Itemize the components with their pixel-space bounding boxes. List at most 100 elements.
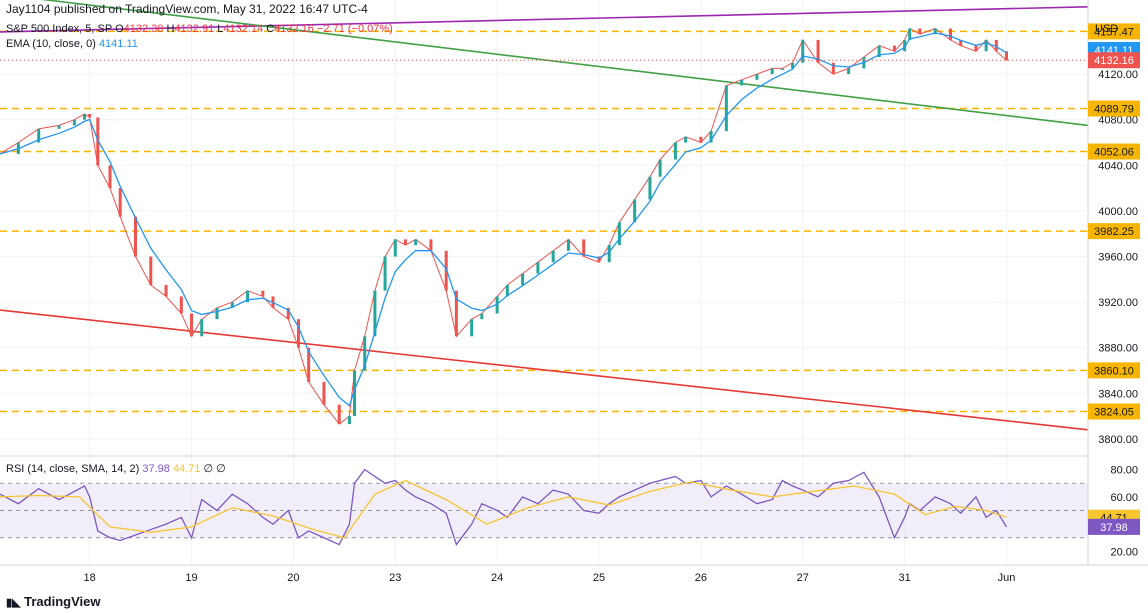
candle-body xyxy=(699,136,703,143)
candle-body xyxy=(363,336,367,371)
candle-body xyxy=(959,39,963,46)
level-price-label: 3982.25 xyxy=(1094,226,1134,238)
candle-body xyxy=(190,313,194,337)
candle-body xyxy=(684,136,688,143)
ema-line xyxy=(0,32,1007,407)
level-price-label: 4089.79 xyxy=(1094,104,1134,116)
trend-line-red xyxy=(0,309,1089,431)
close-price-label-bg xyxy=(1088,52,1140,69)
candle-body xyxy=(892,45,896,52)
candle-body xyxy=(740,79,744,86)
close-value: 4132.16 xyxy=(274,23,314,35)
candle-body xyxy=(480,313,484,320)
time-tick-label: 19 xyxy=(185,572,197,584)
candle-body xyxy=(307,347,311,382)
tradingview-logo-text: TradingView xyxy=(24,594,101,609)
horizontal-levels xyxy=(0,30,1088,413)
ema-label: EMA (10, close, 0) xyxy=(6,38,96,50)
candle-body xyxy=(551,250,555,263)
close-label: C xyxy=(266,23,275,35)
candle-body xyxy=(801,39,805,63)
candle-body xyxy=(72,119,76,126)
price-tick-label: 3880.00 xyxy=(1098,343,1138,355)
candle-body xyxy=(149,256,153,285)
candle-body xyxy=(118,188,122,217)
time-axis[interactable]: 18 19 20 23 24 25 26 27 31 Jun xyxy=(84,572,1016,584)
candle-body xyxy=(393,239,397,257)
price-tick-label: 4040.00 xyxy=(1098,160,1138,172)
level-price-label: 4052.06 xyxy=(1094,147,1134,159)
candle-body xyxy=(607,245,611,263)
level-price-label-bg xyxy=(1088,23,1140,40)
candle-body xyxy=(633,199,637,223)
candle-body xyxy=(108,165,112,189)
candle-body xyxy=(566,239,570,251)
ema-legend[interactable]: EMA (10, close, 0) 4141.11 xyxy=(6,38,138,50)
candle-body xyxy=(847,68,851,75)
candle-body xyxy=(347,416,351,425)
price-tick-label: 4000.00 xyxy=(1098,206,1138,218)
change-value: −2.71 (−0.07%) xyxy=(316,23,393,35)
candle-body xyxy=(454,290,458,337)
trend-line-purple xyxy=(0,6,1089,33)
candle-body xyxy=(755,74,759,80)
candle-body xyxy=(658,159,662,177)
time-tick-label: 24 xyxy=(491,572,503,584)
rsi-legend[interactable]: RSI (14, close, SMA, 14, 2) 37.98 44.71 … xyxy=(6,462,226,475)
rsi-value: 37.98 xyxy=(142,463,170,475)
candle-body xyxy=(709,131,713,143)
price-tick-label: 3840.00 xyxy=(1098,388,1138,400)
candle-body xyxy=(322,381,326,405)
candle-body xyxy=(536,262,540,274)
candle-body xyxy=(908,28,912,40)
level-price-label-bg xyxy=(1088,223,1140,240)
candle-body xyxy=(353,370,357,417)
level-price-label: 3824.05 xyxy=(1094,406,1134,418)
rsi-axis[interactable]: 80.00 60.00 20.00 xyxy=(1110,465,1138,559)
candle-body xyxy=(403,239,407,246)
candle-body xyxy=(83,114,87,120)
time-tick-label: 26 xyxy=(695,572,707,584)
rsi-band xyxy=(0,482,1088,539)
candle-body xyxy=(1005,51,1009,61)
tradingview-logo[interactable]: ▮◣ TradingView xyxy=(6,594,100,609)
candle-body xyxy=(337,404,341,425)
candle-body xyxy=(373,290,377,337)
candle-body xyxy=(88,114,92,118)
candle-body xyxy=(37,128,41,143)
time-tick-label: 23 xyxy=(389,572,401,584)
rsi-tick-label: 20.00 xyxy=(1110,546,1138,558)
candle-body xyxy=(724,85,728,132)
high-label: H xyxy=(166,23,175,35)
candle-body xyxy=(164,285,168,297)
candle-body xyxy=(246,290,250,303)
price-tick-label: 3920.00 xyxy=(1098,297,1138,309)
time-tick-label: 20 xyxy=(287,572,299,584)
low-value: 4132.14 xyxy=(223,23,264,35)
rsi-line xyxy=(0,468,1008,546)
price-tick-label: 4080.00 xyxy=(1098,115,1138,127)
rsi-visibility-icons[interactable]: ∅ ∅ xyxy=(203,463,226,475)
candle-body xyxy=(597,256,601,263)
time-tick-label: Jun xyxy=(998,572,1016,584)
rsi-series xyxy=(0,468,1008,546)
candle-body xyxy=(444,250,448,291)
candle-body xyxy=(673,142,677,160)
level-price-label: 4157.47 xyxy=(1094,26,1134,38)
level-price-label-bg xyxy=(1088,100,1140,117)
candle-body xyxy=(648,176,652,200)
candle-body xyxy=(286,307,290,320)
tradingview-logo-icon: ▮◣ xyxy=(6,597,21,609)
price-axis[interactable]: 4120.00 4080.00 4040.00 4000.00 3960.00 3920.… xyxy=(1098,69,1138,446)
rsi-sma-line xyxy=(0,479,1007,539)
candle-body xyxy=(215,307,219,320)
rsi-tick-label: 60.00 xyxy=(1110,492,1138,504)
candle-body xyxy=(296,319,300,348)
candle-body xyxy=(994,39,998,52)
candle-body xyxy=(521,273,525,285)
time-tick-label: 18 xyxy=(84,572,96,584)
candle-body xyxy=(179,296,183,314)
candle-body xyxy=(133,216,137,257)
time-tick-label: 31 xyxy=(899,572,911,584)
